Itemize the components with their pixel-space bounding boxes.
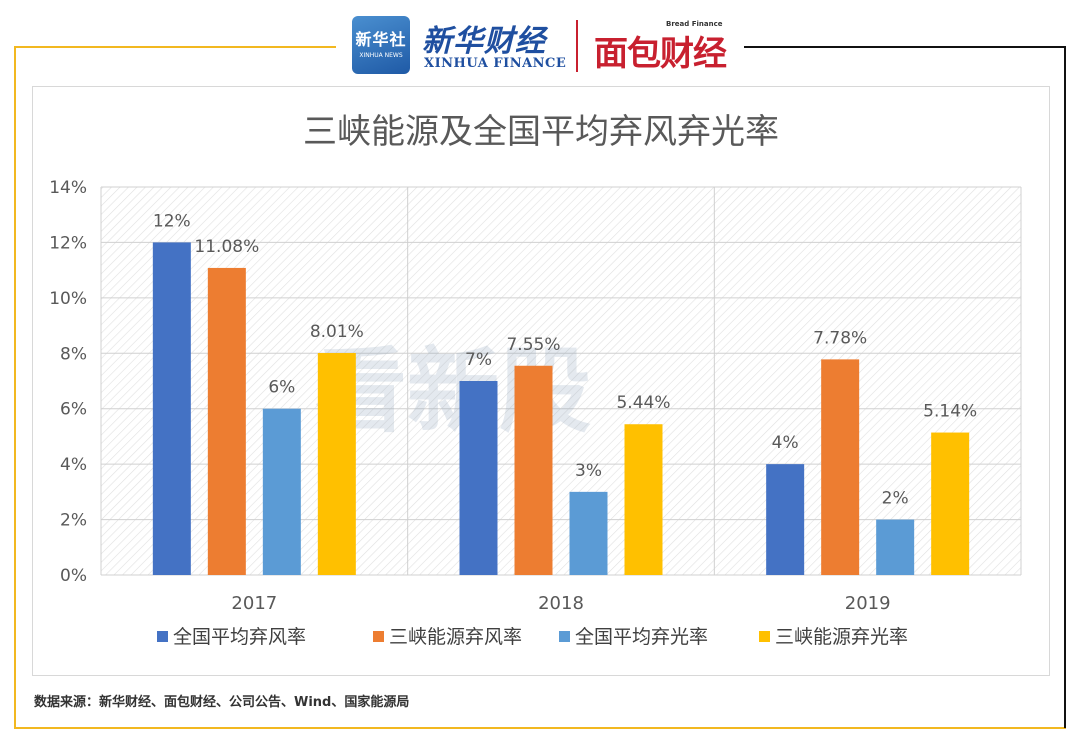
xinhua-finance-brand-cn: 新华财经 xyxy=(422,24,546,59)
x-tick-label: 2019 xyxy=(845,593,891,614)
bar xyxy=(821,359,860,575)
frame-bottom-line xyxy=(14,727,1066,729)
bread-finance-brand-cn: 面包财经 xyxy=(594,34,727,74)
frame-top-right-line xyxy=(744,46,1066,48)
x-axis-tick-labels: 2017 2018 2019 xyxy=(231,593,890,614)
chart-title: 三峡能源及全国平均弃风弃光率 xyxy=(303,112,779,152)
bar xyxy=(624,424,663,575)
bar xyxy=(569,491,608,575)
y-axis-tick-labels: 0% 2% 4% 6% 8% 10% 12% 14% xyxy=(49,178,87,586)
xinhua-finance-brand-en: XINHUA FINANCE xyxy=(424,56,567,71)
y-tick-label: 0% xyxy=(60,566,87,586)
legend-label: 三峡能源弃光率 xyxy=(775,626,908,648)
bar xyxy=(207,267,246,575)
legend-swatch xyxy=(373,631,384,642)
xinhua-logo-text: 新华社 xyxy=(355,30,407,49)
bar xyxy=(514,365,553,575)
bar-data-label: 6% xyxy=(268,378,295,398)
x-tick-label: 2017 xyxy=(231,593,277,614)
bar xyxy=(766,464,805,575)
bar-data-label: 7% xyxy=(465,350,492,370)
x-tick-label: 2018 xyxy=(538,593,584,614)
bar xyxy=(459,381,498,575)
y-tick-label: 14% xyxy=(49,178,87,198)
bar-data-label: 7.55% xyxy=(506,335,560,355)
bar-data-label: 2% xyxy=(882,489,909,509)
frame-right-line xyxy=(1064,46,1066,728)
legend-label: 全国平均弃风率 xyxy=(173,626,306,648)
bar xyxy=(876,519,915,575)
frame-left-line xyxy=(14,46,16,728)
legend-swatch xyxy=(759,631,770,642)
y-tick-label: 6% xyxy=(60,400,87,420)
y-tick-label: 8% xyxy=(60,344,87,364)
bar-chart: 三峡能源及全国平均弃风弃光率 看新股 0%2%4%6%8%10%12%14% 2… xyxy=(49,112,1022,648)
legend-label: 全国平均弃光率 xyxy=(575,626,708,648)
y-tick-label: 4% xyxy=(60,455,87,475)
bar-data-label: 11.08% xyxy=(194,237,259,257)
legend-label: 三峡能源弃风率 xyxy=(389,626,522,648)
y-tick-label: 2% xyxy=(60,511,87,531)
chart-card: 三峡能源及全国平均弃风弃光率 看新股 0% 2% 4% 6% 8% 10% 12% 14% 2… xyxy=(32,86,1050,676)
gridlines xyxy=(100,186,1022,576)
bar xyxy=(262,408,301,575)
xinhua-logo-subtext: XINHUA NEWS xyxy=(359,52,403,59)
y-tick-label: 10% xyxy=(49,289,87,309)
frame-top-left-line xyxy=(14,46,336,48)
bar-series xyxy=(152,242,970,575)
header-logos: 新华社 XINHUA NEWS 新华财经 XINHUA FINANCE Brea… xyxy=(350,10,740,76)
bar-data-label: 7.78% xyxy=(813,328,867,348)
xinhua-news-logo: 新华社 XINHUA NEWS xyxy=(352,16,410,74)
bread-finance-brand-en: Bread Finance xyxy=(666,20,723,28)
legend-swatch xyxy=(157,631,168,642)
y-tick-label: 12% xyxy=(49,233,87,253)
bar xyxy=(152,242,191,575)
bar xyxy=(931,432,970,575)
bar-data-label: 12% xyxy=(153,211,191,231)
data-source-note: 数据来源：新华财经、面包财经、公司公告、Wind、国家能源局 xyxy=(34,695,410,710)
bar-data-label: 5.44% xyxy=(616,393,670,413)
bar xyxy=(317,353,356,575)
bar-data-label: 3% xyxy=(575,461,602,481)
plot-area-background xyxy=(101,187,1021,575)
logo-divider xyxy=(576,20,578,72)
bar-data-label: 4% xyxy=(772,433,799,453)
legend-swatch xyxy=(559,631,570,642)
bar-data-label: 8.01% xyxy=(310,322,364,342)
legend: 全国平均弃风率 三峡能源弃风率 全国平均弃光率 三峡能源弃光率 xyxy=(157,626,908,648)
data-labels: 12%11.08% 6% 8.01% 7% 7.55% 3% 5.44% 4% 7.78% 2% 5… xyxy=(153,211,977,508)
bar-data-label: 5.14% xyxy=(923,402,977,422)
